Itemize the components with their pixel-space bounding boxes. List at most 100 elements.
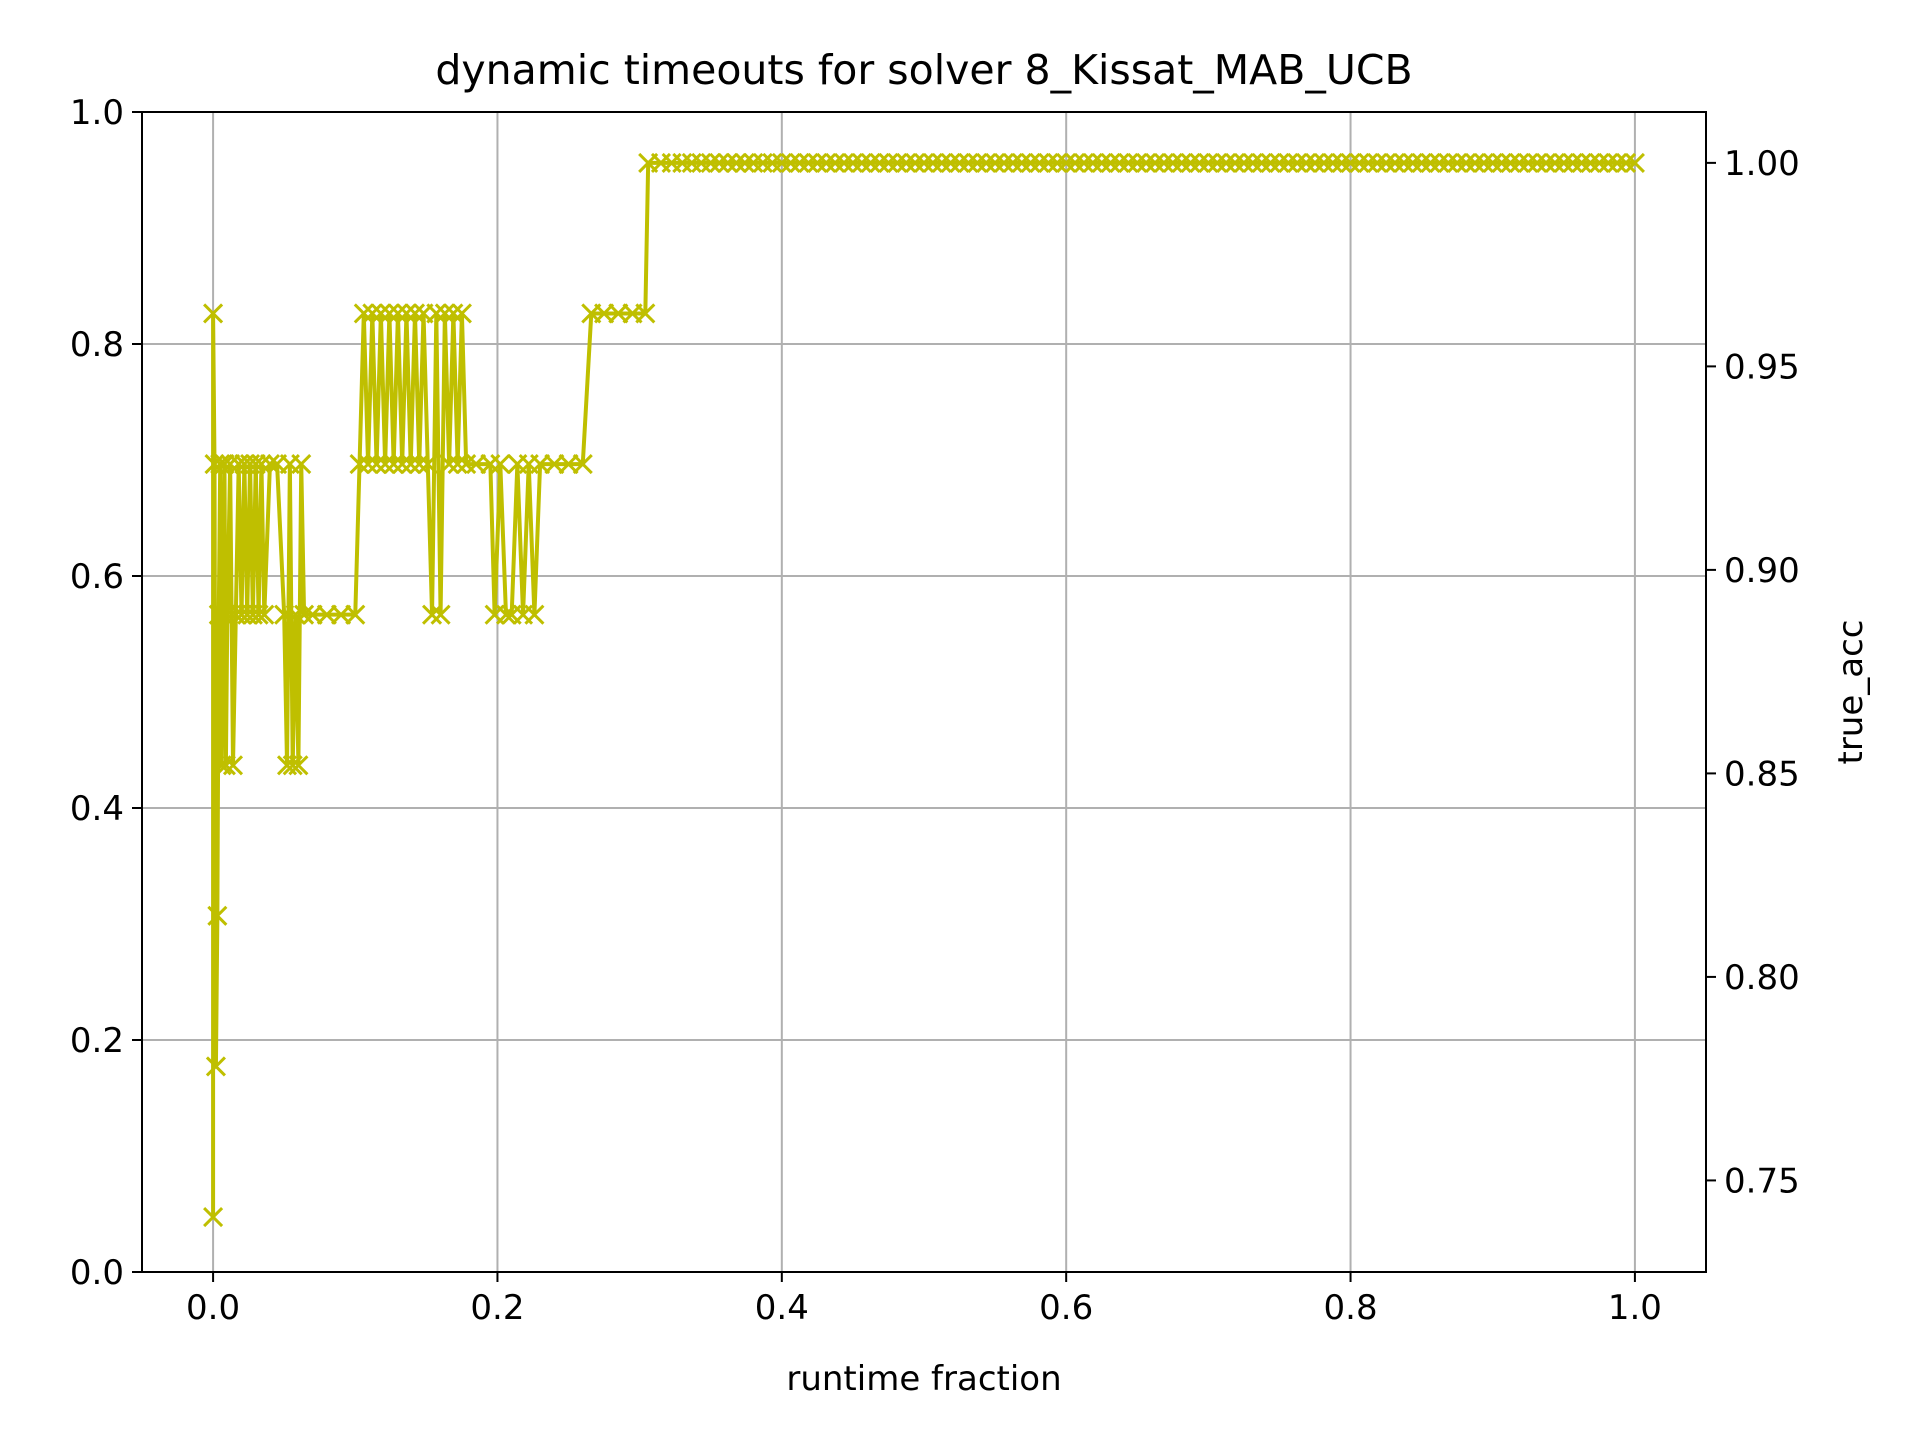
data-point-marker — [439, 454, 460, 475]
data-point-marker — [771, 152, 792, 173]
data-point-marker — [1393, 152, 1414, 173]
data-point-marker — [887, 152, 908, 173]
data-point-marker — [1207, 152, 1228, 173]
data-point-marker — [1358, 152, 1379, 173]
data-point-marker — [1082, 152, 1103, 173]
data-point-marker — [608, 303, 629, 324]
data-point-marker — [1216, 152, 1237, 173]
data-point-marker — [1491, 152, 1512, 173]
data-point-marker — [396, 303, 417, 324]
data-point-marker — [379, 303, 400, 324]
y2-tick-label: 0.90 — [1724, 551, 1800, 591]
data-point-marker — [375, 454, 396, 475]
data-point-marker — [1100, 152, 1121, 173]
data-point-marker — [1322, 152, 1343, 173]
series-layer — [203, 152, 1645, 1228]
y2-tick-label: 0.85 — [1724, 754, 1800, 794]
data-point-marker — [1287, 152, 1308, 173]
data-point-marker — [1527, 152, 1548, 173]
data-point-marker — [1509, 152, 1530, 173]
data-point-marker — [967, 152, 988, 173]
data-point-marker — [807, 152, 828, 173]
data-point-marker — [1411, 152, 1432, 173]
data-point-marker — [1118, 152, 1139, 173]
data-point-marker — [1473, 152, 1494, 173]
data-point-marker — [993, 152, 1015, 173]
data-point-marker — [940, 152, 961, 173]
data-point-marker — [316, 604, 337, 625]
x-tick-label: 0.6 — [1039, 1288, 1093, 1328]
grid — [142, 111, 1706, 1273]
data-point-marker — [349, 454, 370, 475]
data-point-marker — [288, 755, 309, 776]
y2-tick-label: 0.80 — [1724, 958, 1800, 998]
data-point-marker — [530, 454, 551, 475]
data-point-marker — [1304, 152, 1326, 173]
data-point-marker — [208, 604, 229, 625]
y-tick-label: 0.6 — [70, 557, 124, 597]
data-point-marker — [1615, 152, 1637, 173]
data-point-marker — [572, 454, 593, 475]
data-point-marker — [1296, 152, 1317, 173]
data-point-marker — [726, 152, 747, 173]
data-point-marker — [1544, 152, 1565, 173]
data-point-marker — [1189, 152, 1210, 173]
data-point-marker — [294, 604, 315, 625]
data-point-marker — [203, 303, 224, 324]
data-point-marker — [387, 303, 408, 324]
y2-axis-label: true_acc — [1831, 620, 1871, 765]
data-point-marker — [851, 152, 872, 173]
data-point-marker — [1198, 152, 1219, 173]
data-point-marker — [949, 152, 970, 173]
data-point-marker — [635, 303, 656, 324]
data-point-marker — [594, 303, 615, 324]
data-point-marker — [1367, 152, 1388, 173]
data-point-marker — [203, 1206, 224, 1228]
data-point-marker — [922, 152, 943, 173]
data-point-marker — [207, 905, 228, 926]
data-point-marker — [1624, 152, 1645, 173]
y2-tick-label: 0.95 — [1724, 347, 1800, 387]
data-point-marker — [1429, 152, 1450, 173]
data-point-marker — [466, 454, 487, 475]
x-tick-label: 0.0 — [186, 1288, 240, 1328]
data-point-marker — [353, 303, 374, 324]
data-point-marker — [905, 152, 926, 173]
data-point-marker — [251, 454, 272, 475]
data-point-marker — [447, 454, 468, 475]
data-point-marker — [409, 454, 430, 475]
data-point-marker — [285, 604, 306, 625]
x-axis-ticks: 0.0 0.2 0.4 0.6 0.8 1.0 — [186, 1272, 1662, 1328]
y-tick-label: 0.2 — [70, 1021, 124, 1061]
data-point-marker — [709, 152, 730, 173]
data-point-marker — [426, 303, 447, 324]
data-point-marker — [700, 152, 721, 173]
data-point-marker — [490, 454, 511, 475]
data-point-marker — [215, 755, 236, 776]
data-point-marker — [362, 303, 383, 324]
x-axis-label: runtime fraction — [786, 1359, 1061, 1399]
data-point-marker — [1464, 152, 1486, 173]
data-point-marker — [717, 152, 738, 173]
data-point-marker — [1562, 152, 1583, 173]
data-point-marker — [1571, 152, 1592, 173]
data-point-marker — [1038, 152, 1059, 173]
x-tick-label: 1.0 — [1608, 1288, 1662, 1328]
data-point-marker — [1127, 152, 1148, 173]
data-point-marker — [1402, 152, 1423, 173]
data-point-marker — [443, 303, 464, 324]
data-point-marker — [1144, 152, 1166, 173]
data-point-marker — [1020, 152, 1041, 173]
data-point-marker — [789, 152, 810, 173]
data-point-marker — [1447, 152, 1468, 173]
data-point-marker — [259, 454, 281, 475]
data-point-marker — [366, 454, 387, 475]
data-point-marker — [302, 604, 323, 625]
data-point-marker — [451, 303, 472, 324]
data-point-marker — [1002, 152, 1023, 173]
data-point-marker — [1598, 152, 1619, 173]
data-point-marker — [1073, 152, 1095, 173]
data-point-marker — [976, 152, 997, 173]
data-point-marker — [1224, 152, 1246, 173]
data-point-marker — [1162, 152, 1183, 173]
